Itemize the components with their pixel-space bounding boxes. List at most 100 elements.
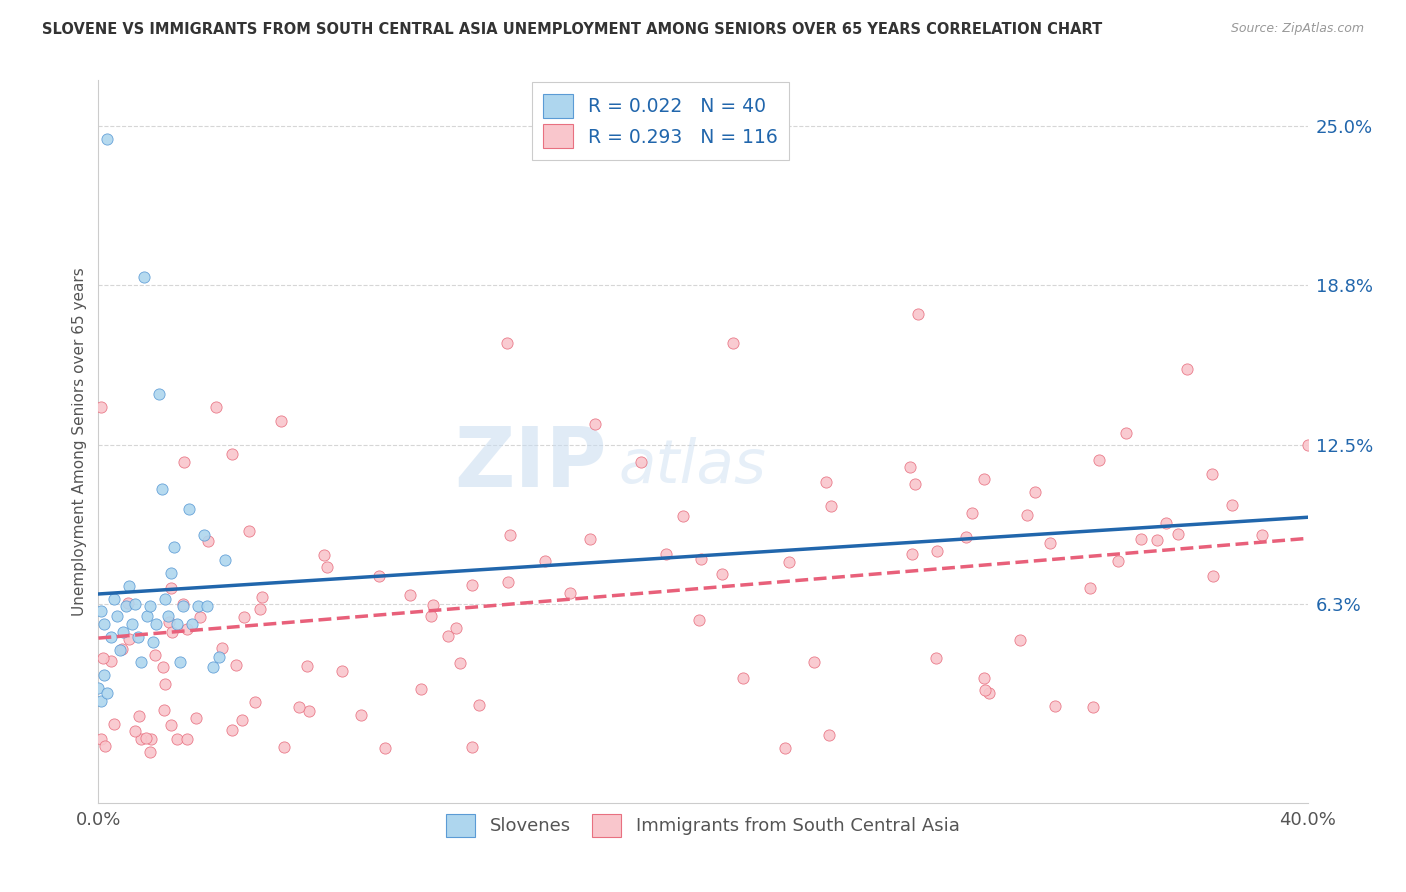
Point — [135, 609, 157, 624]
Point — [900, 459, 922, 474]
Point — [176, 622, 198, 636]
Point — [153, 703, 176, 717]
Point — [96, 132, 118, 146]
Point — [461, 578, 484, 592]
Point — [186, 711, 208, 725]
Point — [330, 664, 353, 678]
Point — [297, 659, 319, 673]
Point — [90, 400, 112, 414]
Point — [818, 728, 841, 742]
Point — [111, 624, 134, 639]
Point — [437, 629, 460, 643]
Point — [773, 741, 796, 756]
Point — [973, 671, 995, 685]
Point — [630, 455, 652, 469]
Point — [422, 598, 444, 612]
Point — [193, 527, 215, 541]
Text: Source: ZipAtlas.com: Source: ZipAtlas.com — [1230, 22, 1364, 36]
Point — [814, 475, 837, 489]
Point — [778, 555, 800, 569]
Point — [654, 548, 676, 562]
Point — [733, 672, 755, 686]
Point — [803, 655, 825, 669]
Point — [1220, 499, 1243, 513]
Point — [202, 660, 225, 674]
Point — [399, 588, 422, 602]
Point — [90, 731, 112, 746]
Legend: Slovenes, Immigrants from South Central Asia: Slovenes, Immigrants from South Central … — [439, 806, 967, 845]
Point — [1167, 527, 1189, 541]
Point — [142, 635, 165, 649]
Point — [1043, 698, 1066, 713]
Point — [1251, 527, 1274, 541]
Point — [578, 532, 600, 546]
Point — [461, 740, 484, 755]
Point — [163, 541, 186, 555]
Point — [312, 548, 335, 562]
Point — [374, 740, 396, 755]
Point — [100, 630, 122, 644]
Point — [166, 617, 188, 632]
Point — [208, 650, 231, 665]
Point — [315, 560, 337, 574]
Point — [94, 739, 117, 753]
Point — [249, 601, 271, 615]
Point — [132, 269, 155, 284]
Point — [907, 307, 929, 321]
Point — [139, 599, 162, 614]
Point — [129, 731, 152, 746]
Text: ZIP: ZIP — [454, 423, 606, 504]
Point — [148, 387, 170, 401]
Point — [145, 617, 167, 632]
Point — [925, 651, 948, 665]
Point — [672, 509, 695, 524]
Point — [1115, 426, 1137, 441]
Point — [173, 455, 195, 469]
Point — [129, 656, 152, 670]
Point — [166, 731, 188, 746]
Point — [127, 630, 149, 644]
Point — [139, 731, 162, 746]
Point — [925, 543, 948, 558]
Point — [273, 739, 295, 754]
Point — [252, 591, 274, 605]
Point — [105, 609, 128, 624]
Point — [108, 642, 131, 657]
Point — [121, 617, 143, 632]
Point — [124, 597, 146, 611]
Point — [420, 609, 443, 624]
Point — [270, 414, 292, 428]
Point — [1201, 467, 1223, 481]
Point — [495, 336, 517, 351]
Point — [221, 448, 243, 462]
Point — [238, 524, 260, 539]
Point — [904, 476, 927, 491]
Point — [1015, 508, 1038, 522]
Point — [160, 624, 183, 639]
Point — [93, 668, 115, 682]
Point — [1024, 485, 1046, 500]
Point — [225, 658, 247, 673]
Point — [974, 682, 997, 697]
Point — [231, 713, 253, 727]
Point — [153, 677, 176, 691]
Point — [90, 604, 112, 618]
Point — [221, 723, 243, 738]
Point — [690, 552, 713, 566]
Point — [955, 531, 977, 545]
Point — [1129, 532, 1152, 546]
Point — [444, 620, 467, 634]
Point — [181, 617, 204, 632]
Point — [91, 651, 114, 665]
Point — [143, 648, 166, 662]
Point — [117, 596, 139, 610]
Point — [93, 617, 115, 632]
Point — [118, 632, 141, 646]
Point — [211, 640, 233, 655]
Point — [1088, 453, 1111, 467]
Point — [157, 615, 180, 629]
Point — [156, 609, 179, 624]
Point — [820, 500, 842, 514]
Point — [188, 610, 211, 624]
Point — [103, 591, 125, 606]
